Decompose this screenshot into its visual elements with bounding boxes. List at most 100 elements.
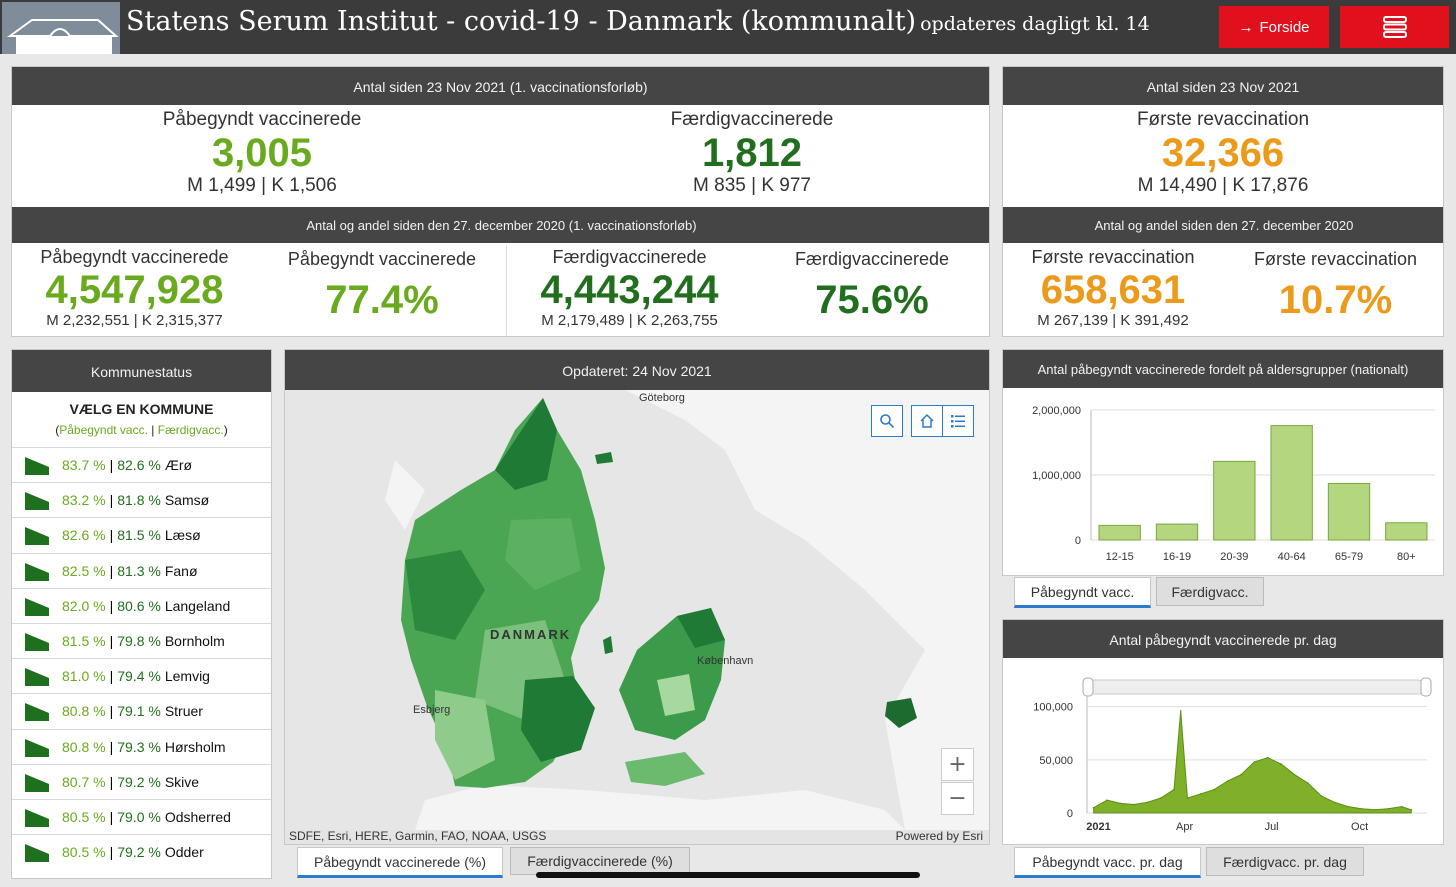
data-point bbox=[1280, 763, 1282, 765]
daily-area-chart[interactable]: 0 50,000 100,000 2021 Apr Jul Oct bbox=[1003, 658, 1444, 845]
map-panel: Opdateret: 24 Nov 2021 Göteborg DANMARK … bbox=[284, 349, 990, 845]
kommune-row[interactable]: 80.8 % | 79.3 % Hørsholm bbox=[12, 728, 271, 764]
panel-bar: Antal siden 23 Nov 2021 bbox=[1003, 67, 1443, 105]
page-title: Statens Serum Institut - covid-19 - Danm… bbox=[126, 6, 1150, 37]
menu-icon bbox=[1382, 16, 1407, 38]
stat-pabegyndt-total: Påbegyndt vaccinerede 4,547,928 M 2,232,… bbox=[40, 247, 229, 329]
range-slider-handle-right bbox=[1420, 677, 1432, 697]
zoom-out-button[interactable]: − bbox=[941, 782, 974, 815]
kommune-pabegyndt: 80.8 % bbox=[62, 703, 106, 720]
data-point bbox=[1106, 799, 1108, 802]
separator: | bbox=[109, 808, 114, 825]
tab-daily-faerdig[interactable]: Færdigvacc. pr. dag bbox=[1206, 847, 1364, 876]
panel-bar: Antal påbegyndt vaccinerede pr. dag bbox=[1003, 620, 1443, 658]
map-search-button[interactable] bbox=[871, 405, 903, 437]
separator: | bbox=[109, 668, 114, 685]
kommune-faerdig: 79.2 % bbox=[117, 773, 161, 790]
home-icon bbox=[920, 413, 934, 428]
y-tick-label: 1,000,000 bbox=[1032, 470, 1081, 482]
kommune-name: Fanø bbox=[164, 562, 198, 579]
data-point bbox=[1133, 803, 1135, 806]
kommune-row[interactable]: 83.2 % | 81.8 % Samsø bbox=[12, 482, 271, 517]
data-point bbox=[1400, 805, 1403, 808]
tab-age-pabegyndt[interactable]: Påbegyndt vacc. bbox=[1014, 577, 1151, 608]
bar-16-19 bbox=[1155, 523, 1199, 541]
x-tick-label: Apr bbox=[1176, 821, 1193, 833]
data-point bbox=[1146, 801, 1149, 804]
divider bbox=[506, 245, 507, 336]
kommune-pabegyndt: 81.0 % bbox=[62, 668, 106, 685]
bar-40-64 bbox=[1270, 425, 1313, 541]
data-point bbox=[1092, 806, 1095, 809]
panel-bar: Kommunestatus bbox=[12, 350, 271, 392]
data-point bbox=[1360, 807, 1363, 810]
page-subtitle: opdateres dagligt kl. 14 bbox=[920, 13, 1150, 35]
kommune-name: Struer bbox=[164, 703, 203, 720]
forside-button[interactable]: → Forside bbox=[1219, 6, 1329, 48]
revaccination-summary-panel: Antal siden 23 Nov 2021 Første revaccina… bbox=[1002, 66, 1444, 337]
y-tick-label: 50,000 bbox=[1039, 755, 1073, 767]
separator: | bbox=[109, 703, 114, 720]
kommune-row[interactable]: 82.6 % | 81.5 % Læsø bbox=[12, 517, 271, 552]
kommune-name: Skive bbox=[164, 773, 200, 790]
kommune-faerdig: 79.4 % bbox=[117, 668, 161, 685]
legend-faerdig: Færdigvacc. bbox=[157, 423, 224, 437]
kommune-pabegyndt: 82.5 % bbox=[62, 562, 106, 579]
map-label-danmark: DANMARK bbox=[490, 627, 572, 642]
y-tick-label: 100,000 bbox=[1033, 702, 1073, 714]
data-point bbox=[1347, 805, 1349, 808]
separator: | bbox=[109, 773, 114, 790]
tab-faerdig-pct[interactable]: Færdigvaccinerede (%) bbox=[510, 847, 690, 875]
kommune-pabegyndt: 83.2 % bbox=[62, 492, 106, 509]
stat-pabegyndt-recent: Påbegyndt vaccinerede 3,005 M 1,499 | K … bbox=[162, 109, 362, 196]
y-tick-label: 0 bbox=[1075, 535, 1081, 547]
separator: | bbox=[109, 633, 114, 650]
tab-pabegyndt-pct[interactable]: Påbegyndt vaccinerede (%) bbox=[297, 847, 503, 878]
kommune-faerdig: 79.0 % bbox=[117, 808, 161, 825]
y-tick-label: 2,000,000 bbox=[1032, 405, 1081, 417]
kommune-row[interactable]: 82.5 % | 81.3 % Fanø bbox=[12, 552, 271, 588]
separator: | bbox=[109, 457, 114, 474]
data-point bbox=[1253, 761, 1256, 763]
separator: | bbox=[109, 527, 114, 544]
kommune-pabegyndt: 80.5 % bbox=[62, 844, 106, 861]
x-tick-label: 2021 bbox=[1086, 821, 1110, 833]
minus-icon: − bbox=[948, 786, 967, 811]
kommune-row[interactable]: 80.8 % | 79.1 % Struer bbox=[12, 693, 271, 728]
kommune-pabegyndt: 83.7 % bbox=[62, 457, 106, 474]
menu-button[interactable] bbox=[1340, 6, 1449, 48]
kommune-pabegyndt: 80.8 % bbox=[62, 738, 106, 755]
forside-label: Forside bbox=[1259, 18, 1310, 36]
powered-by-esri[interactable]: Powered by Esri bbox=[895, 829, 983, 843]
separator: | bbox=[109, 597, 114, 614]
data-point bbox=[1374, 809, 1376, 811]
separator: | bbox=[109, 844, 114, 861]
kommune-row[interactable]: 81.5 % | 79.8 % Bornholm bbox=[12, 622, 271, 658]
app-header: Statens Serum Institut - covid-19 - Danm… bbox=[0, 0, 1456, 54]
triangle-indicator-icon bbox=[25, 844, 49, 863]
kommune-row[interactable]: 81.0 % | 79.4 % Lemvig bbox=[12, 658, 271, 693]
home-indicator bbox=[536, 872, 920, 878]
denmark-map[interactable] bbox=[285, 390, 990, 830]
x-tick-label: Oct bbox=[1351, 821, 1368, 833]
kommune-name: Odder bbox=[164, 844, 204, 861]
kommune-row[interactable]: 80.7 % | 79.2 % Skive bbox=[12, 763, 271, 799]
triangle-indicator-icon bbox=[25, 738, 49, 757]
zoom-in-button[interactable]: + bbox=[941, 748, 974, 781]
stat-faerdig-total: Færdigvaccinerede 4,443,244 M 2,179,489 … bbox=[540, 247, 719, 329]
search-icon bbox=[880, 414, 895, 429]
tab-age-faerdig[interactable]: Færdigvacc. bbox=[1156, 577, 1264, 606]
x-tick-label: 16-19 bbox=[1163, 551, 1191, 563]
data-point bbox=[1266, 756, 1269, 759]
kommune-row[interactable]: 82.0 % | 80.6 % Langeland bbox=[12, 587, 271, 623]
tab-daily-pabegyndt[interactable]: Påbegyndt vacc. pr. dag bbox=[1014, 847, 1201, 878]
kommune-row[interactable]: 80.5 % | 79.0 % Odsherred bbox=[12, 798, 271, 834]
map-legend-button[interactable] bbox=[942, 405, 974, 437]
kommune-row[interactable]: 83.7 % | 82.6 % Ærø bbox=[12, 447, 271, 482]
map-home-button[interactable] bbox=[911, 405, 943, 437]
data-point bbox=[1293, 773, 1296, 776]
bar-12-15 bbox=[1098, 524, 1141, 541]
panel-bar: Opdateret: 24 Nov 2021 bbox=[285, 350, 989, 390]
kommune-row[interactable]: 80.5 % | 79.2 % Odder bbox=[12, 834, 271, 869]
x-tick-label: 20-39 bbox=[1220, 551, 1248, 563]
